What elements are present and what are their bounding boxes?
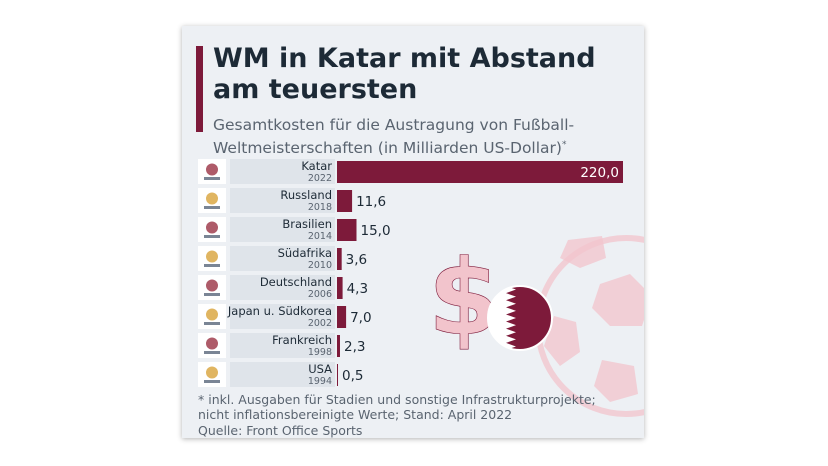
bar (337, 277, 343, 299)
category-label: Katar (301, 159, 332, 173)
soccer-ball-patch (544, 316, 580, 366)
data-label: 0,5 (342, 368, 363, 384)
category-label-bg (230, 362, 335, 387)
category-label-bg (230, 304, 335, 329)
category-year-label: 1998 (308, 347, 332, 358)
data-label: 11,6 (356, 194, 386, 210)
category-year-label: 2018 (308, 202, 332, 213)
data-label: 7,0 (350, 310, 371, 326)
bar (337, 248, 342, 270)
subtitle-text: Gesamtkosten für die Austragung von Fußb… (213, 116, 575, 158)
category-year-label: 2014 (308, 231, 332, 242)
logo-text (204, 177, 220, 180)
category-year-label: 1994 (308, 376, 332, 387)
logo-text (204, 206, 220, 209)
logo-text (204, 264, 220, 267)
logo-emblem (206, 163, 218, 176)
world-cup-logo-icon (198, 304, 226, 329)
flag-border (487, 285, 553, 351)
logo-text (204, 293, 220, 296)
footnote: * inkl. Ausgaben für Stadien und sonstig… (198, 392, 596, 422)
category-label: Brasilien (282, 217, 332, 231)
category-label: Russland (280, 188, 332, 202)
infographic-card: WM in Katar mit Abstand am teuersten Ges… (182, 26, 644, 438)
world-cup-logo-icon (198, 275, 226, 300)
category-label: USA (308, 362, 332, 376)
category-year-label: 2006 (308, 289, 332, 300)
category-label: Frankreich (272, 333, 332, 347)
category-label-bg (230, 217, 335, 242)
logo-emblem (206, 366, 218, 379)
logo-emblem (206, 192, 218, 205)
logo-text (204, 235, 220, 238)
logo-emblem (206, 279, 218, 292)
soccer-ball-patch (592, 274, 644, 326)
bar (337, 190, 353, 212)
decoration-group: $ (428, 235, 644, 417)
logo-emblem (206, 221, 218, 234)
category-label-bg (230, 333, 335, 358)
logo-text (204, 380, 220, 383)
data-label: 15,0 (361, 223, 391, 239)
logo-text (204, 322, 220, 325)
bar (337, 161, 623, 183)
title-accent-bar (196, 46, 203, 132)
soccer-ball-patch (560, 236, 606, 268)
data-label: 220,0 (580, 165, 619, 181)
data-label: 2,3 (344, 339, 365, 355)
category-label-bg (230, 159, 335, 184)
subtitle-footnote-marker: * (561, 140, 567, 150)
world-cup-logo-icon (198, 188, 226, 213)
data-label: 3,6 (346, 252, 367, 268)
world-cup-logo-icon (198, 217, 226, 242)
world-cup-logo-icon (198, 159, 226, 184)
soccer-ball-icon (535, 235, 644, 417)
category-label: Südafrika (278, 246, 332, 260)
logo-emblem (206, 308, 218, 321)
category-year-label: 2010 (308, 260, 332, 271)
category-label-bg (230, 275, 335, 300)
bar (337, 306, 347, 328)
category-label-bg (230, 188, 335, 213)
world-cup-logo-icon (198, 362, 226, 387)
source-note: Quelle: Front Office Sports (198, 423, 363, 438)
chart-title: WM in Katar mit Abstand am teuersten (213, 43, 596, 105)
dollar-sign-icon: $ (428, 237, 500, 359)
soccer-ball-patch (594, 360, 638, 402)
data-label: 4,3 (347, 281, 368, 297)
bar (337, 364, 338, 386)
category-label: Deutschland (260, 275, 332, 289)
logo-emblem (206, 337, 218, 350)
flag-white-band (488, 286, 516, 350)
world-cup-logo-icon (198, 333, 226, 358)
logo-text (204, 351, 220, 354)
category-label: Japan u. Südkorea (227, 304, 332, 318)
bar (337, 335, 340, 357)
category-label-bg (230, 246, 335, 271)
category-year-label: 2022 (308, 173, 332, 184)
qatar-flag-icon (487, 285, 553, 351)
chart-subtitle: Gesamtkosten für die Austragung von Fußb… (213, 115, 638, 158)
bar (337, 219, 357, 241)
world-cup-logo-icon (198, 246, 226, 271)
logo-emblem (206, 250, 218, 263)
category-year-label: 2002 (308, 318, 332, 329)
